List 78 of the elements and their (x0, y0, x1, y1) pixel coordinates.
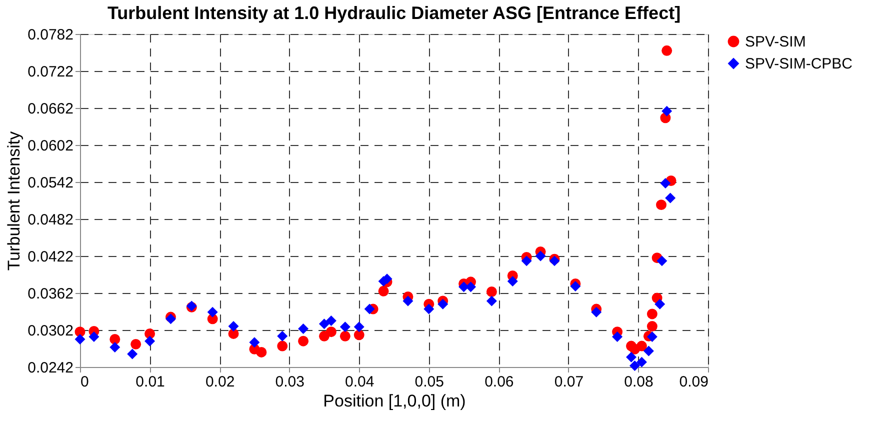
x-tick-label: 0.08 (624, 374, 654, 390)
point (74, 334, 86, 344)
x-tick-label: 0.07 (554, 374, 584, 390)
point (507, 276, 518, 287)
chart-title: Turbulent Intensity at 1.0 Hydraulic Diameter ASG [Entrance Effect] (107, 3, 681, 23)
point (88, 332, 100, 342)
y-tick-label: 0.0482 (28, 212, 74, 228)
point (656, 256, 668, 266)
point (656, 200, 666, 210)
point (74, 326, 86, 338)
point (466, 282, 476, 292)
point (486, 296, 497, 306)
y-tick-label: 0.0722 (28, 64, 74, 80)
point (249, 337, 260, 348)
point (354, 330, 364, 340)
point (277, 330, 288, 342)
y-tick-label: 0.0542 (28, 174, 74, 192)
x-tick-label: 0.09 (679, 374, 708, 390)
point (130, 338, 142, 350)
point (643, 346, 654, 356)
point (521, 256, 532, 266)
y-tick-label: 0.0242 (28, 360, 74, 376)
point (646, 332, 658, 342)
x-tick-label: 0 (80, 374, 89, 390)
point (340, 322, 350, 332)
point (636, 340, 647, 352)
y-tick-label: 0.0662 (28, 100, 74, 118)
x-tick-label: 0.03 (275, 374, 304, 390)
x-tick-label: 0.05 (414, 374, 444, 390)
point (326, 316, 336, 326)
point (612, 332, 623, 342)
point (660, 178, 671, 188)
point (646, 321, 658, 332)
point (424, 304, 434, 314)
point (662, 45, 672, 56)
point (318, 318, 330, 330)
point (486, 286, 497, 297)
point (378, 286, 389, 296)
point (228, 321, 239, 332)
x-tick-label: 0.06 (484, 374, 514, 390)
point (110, 342, 120, 353)
y-tick-label: 0.0782 (28, 26, 74, 44)
point (326, 326, 336, 338)
point (636, 356, 647, 368)
x-tick-label: 0.01 (136, 374, 165, 390)
point (364, 304, 375, 314)
point (654, 298, 666, 310)
point (298, 324, 309, 334)
point (110, 334, 120, 344)
point (535, 250, 546, 262)
y-tick-label: 0.0302 (28, 322, 74, 340)
point (629, 360, 640, 372)
y-tick-label: 0.0422 (28, 248, 74, 266)
y-tick-label: 0.0602 (28, 138, 74, 154)
point (402, 296, 414, 306)
legend-label: SPV-SIM (745, 34, 806, 50)
y-tick-label: 0.0362 (28, 286, 74, 302)
point (570, 280, 581, 292)
x-axis-title: Position [1,0,0] (m) (323, 392, 466, 410)
legend-label: SPV-SIM-CPBC (745, 56, 853, 72)
point (277, 340, 288, 352)
point (665, 192, 676, 204)
point (438, 298, 448, 310)
point (626, 352, 636, 362)
point (298, 336, 309, 346)
point (207, 306, 218, 318)
point (340, 330, 350, 342)
point (646, 308, 658, 320)
point (144, 328, 156, 339)
x-tick-label: 0.04 (345, 374, 374, 390)
point (256, 346, 267, 358)
x-tick-label: 0.02 (205, 374, 235, 390)
point (127, 348, 138, 360)
point (354, 322, 364, 332)
y-axis-title: Turbulent Intensity (4, 130, 24, 271)
point (662, 106, 672, 116)
point (144, 336, 156, 346)
point (591, 306, 602, 318)
